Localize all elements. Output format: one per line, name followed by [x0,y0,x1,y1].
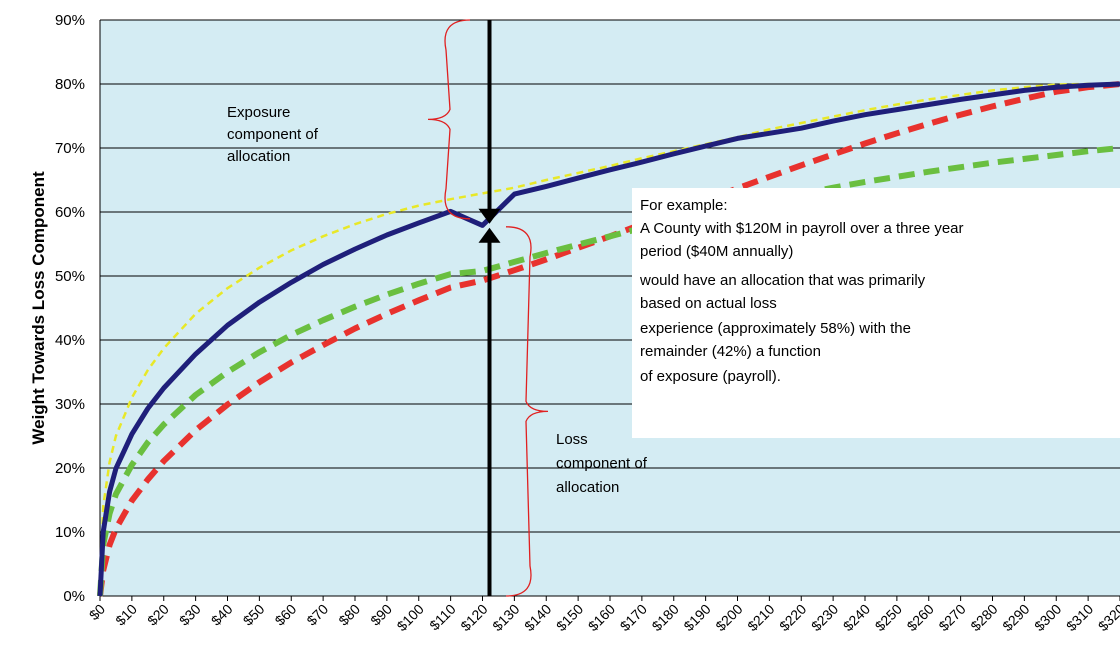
loss-annotation-line-2: component of [556,455,648,472]
exposure-annotation-line-3: allocation [227,148,290,165]
y-tick-label: 0% [63,588,85,605]
x-tick-label: $260 [904,601,937,634]
series-line-3 [97,145,1120,597]
y-tick-labels: 0% 10% 20% 30% 40% 50% 60% 70% 80% 90% [55,12,85,605]
example-line-7: remainder (42%) a function [640,343,821,360]
example-line-1: For example: [640,197,728,214]
example-line-5: based on actual loss [640,295,777,312]
y-tick-label: 20% [55,460,85,477]
x-tick-label: $0 [86,601,108,623]
x-tick-label: $240 [840,601,873,634]
series-line-4 [97,81,1120,597]
x-tick-label: $190 [680,601,713,634]
example-line-3: period ($40M annually) [640,243,793,260]
exposure-annotation-line-2: component of [227,126,319,143]
x-tick-labels: $0 $10 $20 $30 $40 $50 $60 $70 $80 $90$100 $110$12… [86,596,1120,634]
x-tick-label: $30 [176,601,204,629]
x-tick-label: $170 [617,601,650,634]
gridlines [99,19,1120,597]
x-tick-label: $70 [303,601,331,629]
x-tick-label: $80 [335,601,363,629]
marker-arrows [478,20,501,596]
series-line-2 [98,82,1120,597]
y-tick-label: 40% [55,332,85,349]
example-callout: For example: A County with $120M in payr… [632,188,1120,438]
x-tick-label: $210 [744,601,777,634]
y-tick-label: 70% [55,140,85,157]
x-tick-label: $120 [457,601,490,634]
x-tick-label: $10 [112,601,140,629]
x-tick-label: $160 [585,601,618,634]
y-tick-label: 80% [55,76,85,93]
x-tick-label: $200 [712,601,745,634]
x-tick-label: $20 [144,601,172,629]
y-tick-label: 50% [55,268,85,285]
braces [427,19,549,597]
x-tick-label: $280 [967,601,1000,634]
x-tick-label: $300 [1031,601,1064,634]
x-tick-label: $250 [872,601,905,634]
y-tick-label: 10% [55,524,85,541]
loss-annotation: Loss component of allocation [556,431,648,496]
loss-annotation-line-1: Loss [556,431,588,448]
loss-arrowhead [478,227,501,243]
x-tick-label: $110 [426,601,459,634]
example-line-8: of exposure (payroll). [640,368,781,385]
x-tick-label: $150 [553,601,586,634]
example-callout-box [632,188,1120,438]
x-tick-label: $270 [935,601,968,634]
loss-brace [505,226,549,597]
x-tick-label: $180 [649,601,682,634]
x-tick-label: $130 [489,601,522,634]
x-tick-label: $90 [367,601,395,629]
x-tick-label: $220 [776,601,809,634]
y-tick-label: 60% [55,204,85,221]
exposure-annotation-line-1: Exposure [227,104,290,121]
example-line-2: A County with $120M in payroll over a th… [640,220,964,237]
series-line-1 [97,81,1120,597]
loss-annotation-line-3: allocation [556,479,619,496]
example-line-6: experience (approximately 58%) with the [640,320,911,337]
x-tick-label: $320 [1095,601,1120,634]
y-tick-label: 30% [55,396,85,413]
exposure-annotation: Exposure component of allocation [227,104,319,165]
y-axis-label: Weight Towards Loss Component [29,171,48,445]
x-tick-label: $290 [999,601,1032,634]
exposure-brace [427,19,471,220]
example-line-4: would have an allocation that was primar… [639,272,926,289]
exposure-arrowhead [478,208,501,224]
x-tick-label: $100 [394,601,427,634]
x-tick-label: $140 [521,601,554,634]
x-tick-label: $60 [272,601,300,629]
x-tick-label: $310 [1063,601,1096,634]
y-tick-label: 90% [55,12,85,29]
x-tick-label: $230 [808,601,841,634]
x-tick-label: $40 [208,601,236,629]
x-tick-label: $50 [240,601,268,629]
series-lines [97,81,1120,597]
